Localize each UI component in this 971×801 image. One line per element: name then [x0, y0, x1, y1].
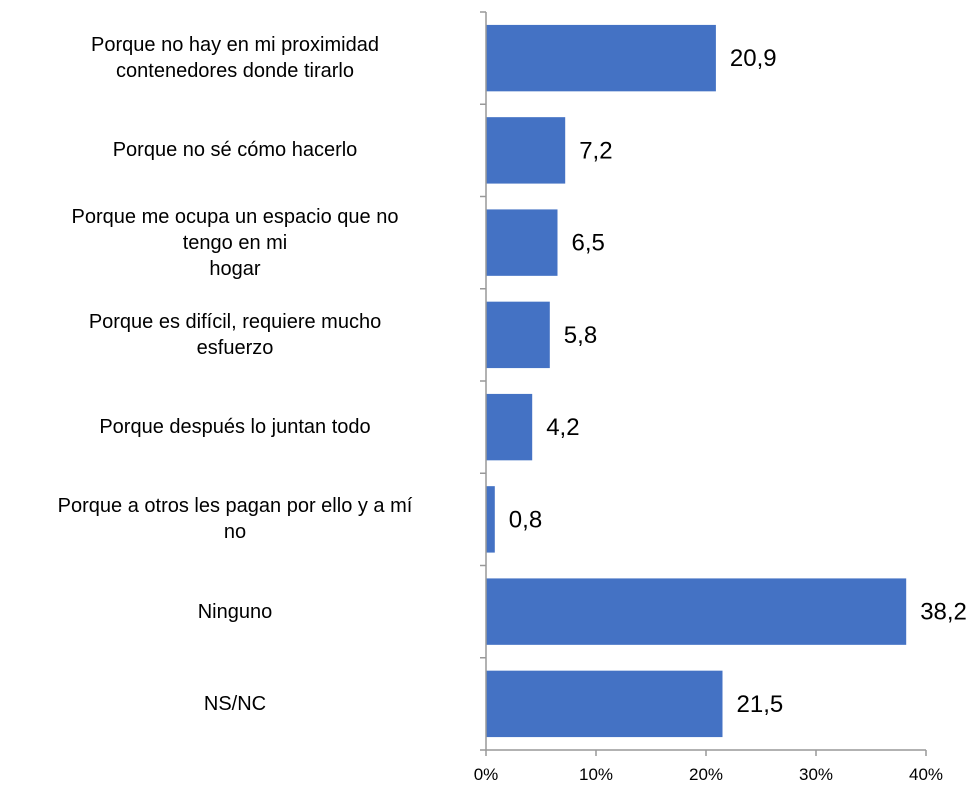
category-label: Porque después lo juntan todo [0, 414, 470, 440]
category-label-line: contenedores donde tirarlo [116, 60, 354, 83]
category-label-line: NS/NC [203, 692, 267, 715]
data-label: 6,5 [572, 230, 605, 257]
bar [486, 301, 550, 369]
bar [486, 578, 907, 645]
category-label-line: Porque a otros les pagan por ello y a mí [57, 495, 413, 518]
category-label-line: tengo en mi [182, 231, 288, 254]
data-label: 5,8 [564, 322, 597, 349]
category-label: Porque no hay en mi proximidad contenedor… [0, 32, 470, 84]
x-tick-label: 0% [474, 765, 499, 784]
category-label-line: no [223, 521, 247, 544]
category-label-line: Porque me ocupa un espacio que no [71, 205, 399, 228]
x-tick-label: 40% [909, 765, 943, 784]
category-label-line: hogar [209, 257, 261, 280]
category-label-line: Porque no sé cómo hacerlo [112, 139, 358, 162]
bar [486, 209, 558, 276]
data-label: 4,2 [546, 414, 579, 441]
category-label: Porque es difícil, requiere mucho esfuerz… [0, 309, 470, 361]
bar [486, 486, 495, 553]
bar [486, 393, 533, 461]
bar [486, 24, 716, 92]
bar [486, 670, 723, 738]
category-label: NS/NC [0, 691, 470, 717]
data-label: 21,5 [737, 691, 784, 718]
x-tick-label: 10% [579, 765, 613, 784]
bar [486, 117, 566, 184]
category-label-line: Ninguno [197, 600, 273, 623]
data-label: 0,8 [509, 506, 542, 533]
category-label-line: Porque después lo juntan todo [99, 416, 371, 439]
data-label: 20,9 [730, 45, 777, 72]
data-label: 7,2 [579, 137, 612, 164]
x-tick-label: 20% [689, 765, 723, 784]
data-label: 38,2 [920, 599, 967, 626]
category-label-line: Porque no hay en mi proximidad [91, 34, 379, 57]
category-label: Porque no sé cómo hacerlo [0, 137, 470, 163]
category-label-line: esfuerzo [196, 336, 274, 359]
category-label: Porque a otros les pagan por ello y a mí… [0, 493, 470, 545]
category-label: Porque me ocupa un espacio que no tengo e… [0, 204, 470, 282]
category-label-line: Porque es difícil, requiere mucho [88, 310, 382, 333]
category-label: Ninguno [0, 599, 470, 625]
x-tick-label: 30% [799, 765, 833, 784]
